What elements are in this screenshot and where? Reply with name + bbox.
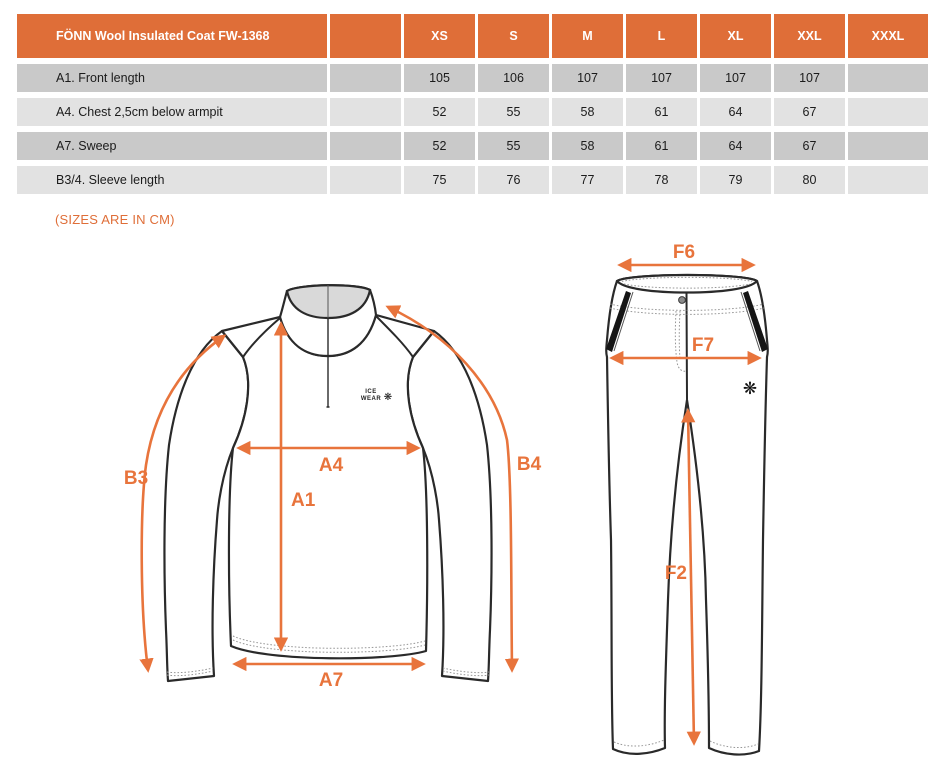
value-cell (848, 132, 928, 160)
value-cell: 107 (774, 64, 845, 92)
pocket-edge-lines (613, 291, 761, 352)
value-cell: 64 (700, 98, 771, 126)
size-header-xxxl: XXXL (848, 14, 928, 58)
measurement-label-a4: A4 (319, 455, 344, 476)
snowflake-icon: ❋ (743, 379, 757, 399)
icewear-logo-icon: ❋ (384, 392, 392, 403)
table-row: A1. Front length 105 106 107 107 107 107 (17, 64, 928, 92)
value-cell: 67 (774, 98, 845, 126)
value-cell: 78 (626, 166, 697, 194)
value-cell: 61 (626, 132, 697, 160)
value-cell: 64 (700, 132, 771, 160)
value-cell: 58 (552, 132, 623, 160)
waist-button (678, 296, 686, 304)
icewear-logo-text-top: ICE (365, 389, 377, 395)
measurement-label-f6: F6 (673, 242, 695, 263)
left-pocket-opening (606, 291, 631, 352)
size-header-m: M (552, 14, 623, 58)
jacket-shoulder-seam-left (242, 317, 281, 358)
measurement-label-a7: A7 (319, 670, 343, 691)
value-cell: 55 (478, 132, 549, 160)
table-row: A4. Chest 2,5cm below armpit 52 55 58 61… (17, 98, 928, 126)
measurement-label-f7: F7 (692, 335, 714, 356)
value-cell (848, 166, 928, 194)
pants-diagram: ❋ F6 F7 F2 (605, 242, 769, 756)
spacer-cell (330, 132, 401, 160)
right-pocket-opening (743, 291, 768, 352)
value-cell: 52 (404, 98, 475, 126)
row-label: A4. Chest 2,5cm below armpit (17, 98, 327, 126)
value-cell: 75 (404, 166, 475, 194)
row-label: A7. Sweep (17, 132, 327, 160)
measurement-label-f2: F2 (665, 563, 687, 584)
spacer-header-cell (330, 14, 401, 58)
jacket-diagram: ICE WEAR ❋ B3 B4 A4 A1 A7 (124, 284, 542, 691)
value-cell: 67 (774, 132, 845, 160)
value-cell: 105 (404, 64, 475, 92)
table-row: A7. Sweep 52 55 58 61 64 67 (17, 132, 928, 160)
value-cell: 76 (478, 166, 549, 194)
sizes-note: (SIZES ARE IN CM) (55, 212, 175, 227)
value-cell: 107 (626, 64, 697, 92)
value-cell: 106 (478, 64, 549, 92)
measurement-label-b4: B4 (517, 454, 542, 475)
pants-hem-stitching (613, 739, 759, 749)
size-header-xs: XS (404, 14, 475, 58)
fly-stitching (674, 310, 687, 372)
table-title: FÖNN Wool Insulated Coat FW-1368 (17, 14, 327, 58)
value-cell: 61 (626, 98, 697, 126)
waist-stitching (621, 276, 753, 289)
zipper-line (326, 319, 330, 408)
value-cell: 55 (478, 98, 549, 126)
measurement-label-b3: B3 (124, 468, 148, 489)
value-cell (848, 98, 928, 126)
table-header-row: FÖNN Wool Insulated Coat FW-1368 XS S M … (17, 14, 928, 58)
value-cell (848, 64, 928, 92)
size-header-s: S (478, 14, 549, 58)
table-row: B3/4. Sleeve length 75 76 77 78 79 80 (17, 166, 928, 194)
size-table: FÖNN Wool Insulated Coat FW-1368 XS S M … (14, 8, 931, 200)
size-header-xxl: XXL (774, 14, 845, 58)
value-cell: 79 (700, 166, 771, 194)
spacer-cell (330, 98, 401, 126)
value-cell: 80 (774, 166, 845, 194)
value-cell: 52 (404, 132, 475, 160)
row-label: A1. Front length (17, 64, 327, 92)
pants-waist-opening (615, 273, 759, 294)
spacer-cell (330, 166, 401, 194)
b3-arrow (139, 334, 227, 673)
measurement-label-a1: A1 (291, 490, 316, 511)
center-front-seam (685, 292, 688, 400)
value-cell: 107 (700, 64, 771, 92)
b4-arrow (385, 305, 520, 673)
size-header-xl: XL (700, 14, 771, 58)
f2-arrow (681, 408, 701, 746)
spacer-cell (330, 64, 401, 92)
icewear-logo-text-bottom: WEAR (361, 396, 381, 402)
value-cell: 58 (552, 98, 623, 126)
value-cell: 77 (552, 166, 623, 194)
value-cell: 107 (552, 64, 623, 92)
size-header-l: L (626, 14, 697, 58)
row-label: B3/4. Sleeve length (17, 166, 327, 194)
